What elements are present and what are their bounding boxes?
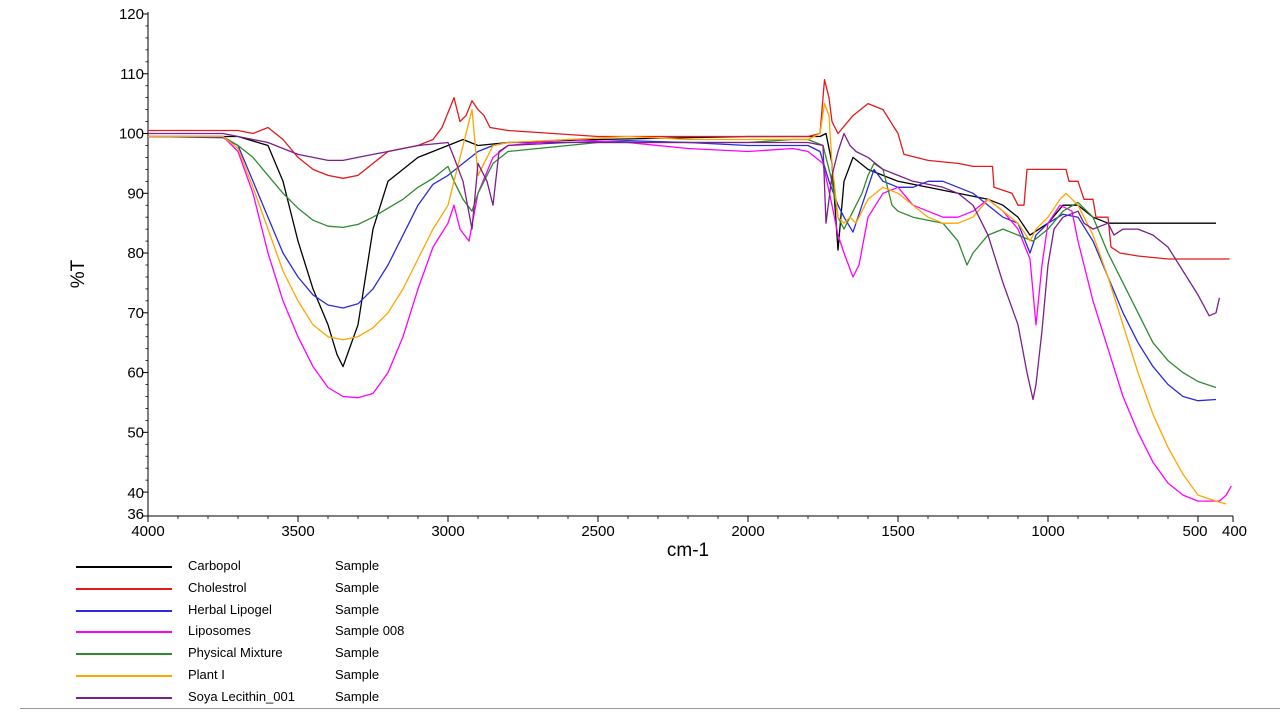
- x-tick-label: 4000: [131, 523, 164, 540]
- legend-entry: Carbopol Sample: [76, 556, 496, 578]
- legend-series-name: Cholestrol: [188, 579, 247, 595]
- legend-series-name: Carbopol: [188, 558, 241, 573]
- x-tick-label: 500: [1182, 523, 1207, 540]
- legend-series-name: Liposomes: [188, 623, 251, 639]
- x-tick-label: 400: [1222, 523, 1247, 540]
- series-lines: [148, 79, 1232, 505]
- series-line-soya-lecithin-001: [148, 132, 1221, 401]
- series-line-cholestrol: [148, 79, 1230, 260]
- series-line-liposomes: [148, 135, 1232, 502]
- y-axis-title: %T: [68, 259, 89, 288]
- y-tick-label: 60: [127, 365, 144, 382]
- legend-entry: Soya Lecithin_001 Sample: [76, 687, 496, 709]
- legend-swatch: [76, 566, 172, 568]
- x-tick-label: 2000: [731, 523, 764, 540]
- x-tick-label: 3500: [281, 523, 314, 540]
- legend-series-name: Plant I: [188, 666, 225, 682]
- y-tick-label: 120: [119, 6, 144, 23]
- legend-entry: Cholestrol Sample: [76, 578, 496, 600]
- legend-swatch: [76, 653, 172, 656]
- legend-series-name: Herbal Lipogel: [188, 601, 272, 617]
- bottom-divider: [20, 708, 1280, 709]
- legend-swatch: [76, 674, 172, 677]
- legend-sample-label: Sample: [335, 579, 380, 595]
- legend: Carbopol Sample Cholestrol Sample Herbal Lip…: [76, 556, 496, 709]
- legend-swatch: [76, 609, 172, 612]
- legend-swatch: [76, 696, 172, 699]
- chart-axes: 36 40 50 60 70 80 90 100 110 120 4000 3500 3000 2500 2…: [119, 6, 1247, 540]
- y-tick-label: 36: [127, 506, 144, 523]
- series-line-herbal-lipogel: [148, 135, 1217, 402]
- y-tick-label: 80: [127, 245, 144, 262]
- legend-swatch: [76, 587, 172, 590]
- legend-series-name: Soya Lecithin_001: [188, 688, 295, 704]
- series-line-physical-mixture: [148, 135, 1217, 389]
- legend-series-name: Physical Mixture: [188, 645, 283, 661]
- series-line-plant-i: [148, 102, 1227, 505]
- x-tick-label: 1500: [881, 523, 914, 540]
- y-tick-label: 110: [120, 66, 144, 83]
- x-tick-label: 3000: [431, 523, 464, 540]
- legend-sample-label: Sample: [335, 688, 380, 704]
- y-tick-label: 90: [127, 185, 144, 202]
- y-tick-label: 50: [127, 424, 144, 441]
- legend-entry: Liposomes Sample 008: [76, 621, 496, 643]
- legend-sample-label: Sample: [335, 645, 380, 661]
- y-tick-label: 100: [119, 126, 144, 143]
- legend-entry: Herbal Lipogel Sample: [76, 600, 496, 622]
- legend-sample-label: Sample: [335, 558, 380, 573]
- legend-swatch: [76, 631, 172, 634]
- legend-sample-label: Sample 008: [335, 623, 405, 639]
- y-tick-label: 70: [127, 305, 144, 322]
- legend-sample-label: Sample: [335, 601, 380, 617]
- legend-sample-label: Sample: [335, 666, 380, 682]
- y-tick-label: 40: [127, 485, 144, 502]
- x-tick-label: 2500: [581, 523, 614, 540]
- x-axis-title: cm-1: [667, 540, 709, 560]
- x-tick-label: 1000: [1031, 523, 1064, 540]
- ftir-spectrum-chart: 36 40 50 60 70 80 90 100 110 120 4000 3500 3000 2500 2…: [68, 6, 1247, 560]
- series-line-carbopol: [148, 132, 1216, 368]
- legend-entry: Plant I Sample: [76, 665, 496, 687]
- legend-entry: Physical Mixture Sample: [76, 643, 496, 665]
